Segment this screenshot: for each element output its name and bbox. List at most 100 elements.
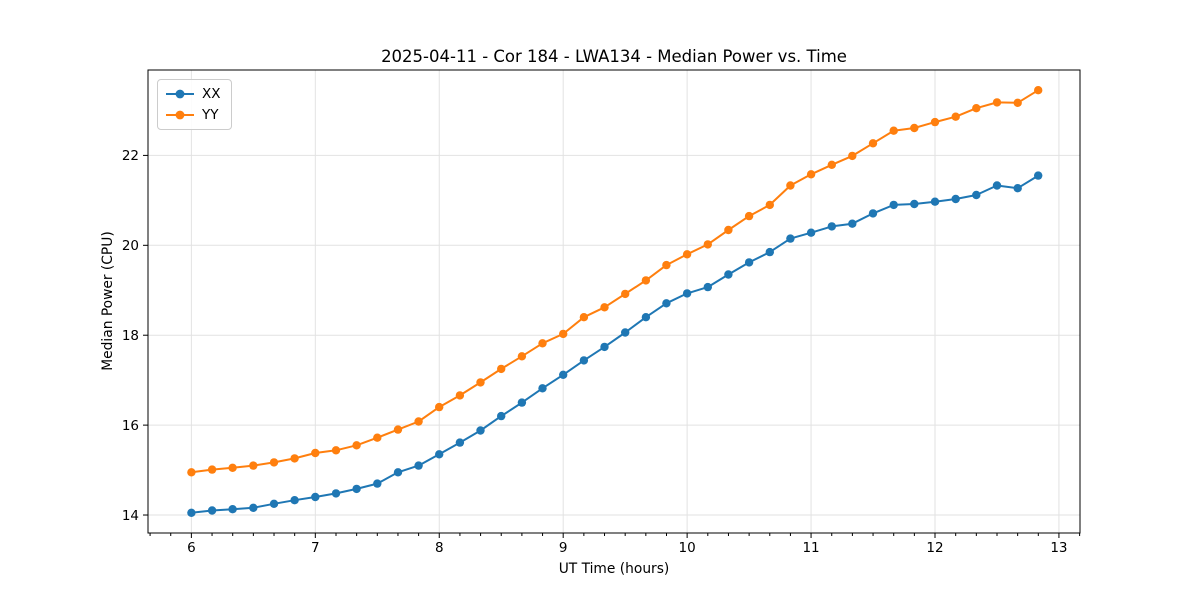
data-point-marker	[951, 112, 960, 121]
axes-spines	[147, 69, 1081, 534]
data-point-marker	[600, 342, 609, 352]
data-point-marker	[311, 448, 320, 458]
data-point-marker	[414, 417, 423, 426]
series-yy-line	[191, 89, 1039, 474]
x-tick-label: 10	[679, 540, 696, 556]
data-point-marker	[910, 123, 919, 133]
data-point-marker	[972, 104, 981, 113]
x-tick-label: 9	[559, 540, 568, 556]
data-point-marker	[187, 508, 196, 517]
data-point-marker	[579, 313, 589, 322]
data-point-marker	[786, 234, 795, 243]
data-point-marker	[744, 258, 754, 267]
data-point-marker	[992, 181, 1002, 190]
data-point-marker	[393, 468, 403, 477]
data-point-marker	[249, 503, 258, 512]
series-xx-markers	[187, 171, 1043, 517]
data-point-marker	[703, 282, 712, 292]
data-point-marker	[1034, 86, 1043, 95]
data-point-marker	[744, 211, 754, 221]
data-point-marker	[497, 411, 506, 421]
data-point-marker	[269, 499, 279, 508]
x-tick-label: 6	[187, 540, 196, 556]
data-point-marker	[517, 398, 527, 407]
data-point-marker	[786, 181, 795, 190]
data-point-marker	[538, 339, 547, 348]
data-point-marker	[517, 352, 527, 361]
series-xx-line-marker-icon	[166, 89, 194, 99]
grid-layer	[148, 70, 1080, 533]
data-point-marker	[228, 463, 237, 472]
data-point-marker	[352, 484, 361, 494]
data-point-marker	[951, 194, 960, 204]
data-point-marker	[435, 402, 444, 412]
legend-label-yy: YY	[202, 107, 219, 123]
data-point-marker	[290, 496, 299, 505]
data-point-marker	[207, 506, 217, 515]
data-point-marker	[682, 289, 692, 298]
data-point-marker	[889, 200, 898, 210]
data-point-marker	[331, 489, 341, 498]
y-tick-label: 14	[122, 508, 139, 524]
data-point-marker	[992, 98, 1002, 107]
data-point-marker	[559, 329, 568, 339]
data-point-marker	[848, 219, 857, 228]
data-point-marker	[662, 260, 671, 270]
data-point-marker	[455, 438, 465, 447]
data-point-marker	[187, 468, 196, 477]
data-point-marker	[476, 378, 485, 387]
data-point-marker	[1013, 98, 1022, 108]
series-xx-line	[191, 174, 1039, 514]
data-point-marker	[703, 240, 712, 249]
data-point-marker	[228, 505, 237, 514]
y-axis-label: Median Power (CPU)	[100, 231, 116, 371]
data-point-marker	[621, 328, 630, 337]
data-point-marker	[352, 441, 361, 450]
data-point-marker	[207, 465, 217, 474]
data-point-marker	[579, 356, 589, 365]
y-tick-label: 22	[122, 148, 139, 164]
data-point-marker	[497, 364, 506, 374]
data-point-marker	[393, 425, 403, 434]
y-tick-label: 20	[122, 238, 139, 254]
data-point-marker	[827, 160, 836, 169]
data-point-marker	[476, 426, 485, 435]
data-point-marker	[889, 126, 898, 135]
data-point-marker	[269, 458, 279, 467]
data-point-marker	[806, 170, 816, 179]
data-point-marker	[910, 199, 919, 209]
x-tick-label: 11	[802, 540, 819, 556]
x-tick-label: 13	[1050, 540, 1067, 556]
data-point-marker	[455, 391, 465, 400]
chart-title: 2025-04-11 - Cor 184 - LWA134 - Median P…	[381, 47, 847, 66]
data-point-marker	[662, 299, 671, 308]
data-layer	[187, 86, 1043, 517]
data-point-marker	[972, 190, 981, 200]
y-tick-label: 18	[122, 328, 139, 344]
data-point-marker	[682, 250, 692, 259]
legend-item-yy: YY	[165, 105, 221, 125]
y-tick-label: 16	[122, 418, 139, 434]
data-point-marker	[373, 479, 382, 488]
data-point-marker	[621, 289, 630, 299]
legend-label-xx: XX	[202, 86, 221, 102]
data-point-marker	[641, 313, 651, 322]
data-point-marker	[930, 197, 940, 206]
x-tick-label: 8	[435, 540, 444, 556]
data-point-marker	[331, 446, 341, 455]
data-point-marker	[765, 200, 774, 210]
data-point-marker	[641, 276, 651, 285]
legend: XX YY	[157, 79, 232, 130]
series-yy-line-marker-icon	[166, 110, 194, 120]
data-point-marker	[765, 247, 774, 257]
legend-item-xx: XX	[165, 84, 221, 104]
data-point-marker	[414, 461, 423, 470]
data-point-marker	[559, 370, 568, 379]
data-point-marker	[249, 461, 258, 470]
data-point-marker	[848, 151, 857, 161]
series-yy-markers	[187, 86, 1043, 477]
data-point-marker	[868, 139, 878, 148]
data-point-marker	[724, 270, 733, 279]
